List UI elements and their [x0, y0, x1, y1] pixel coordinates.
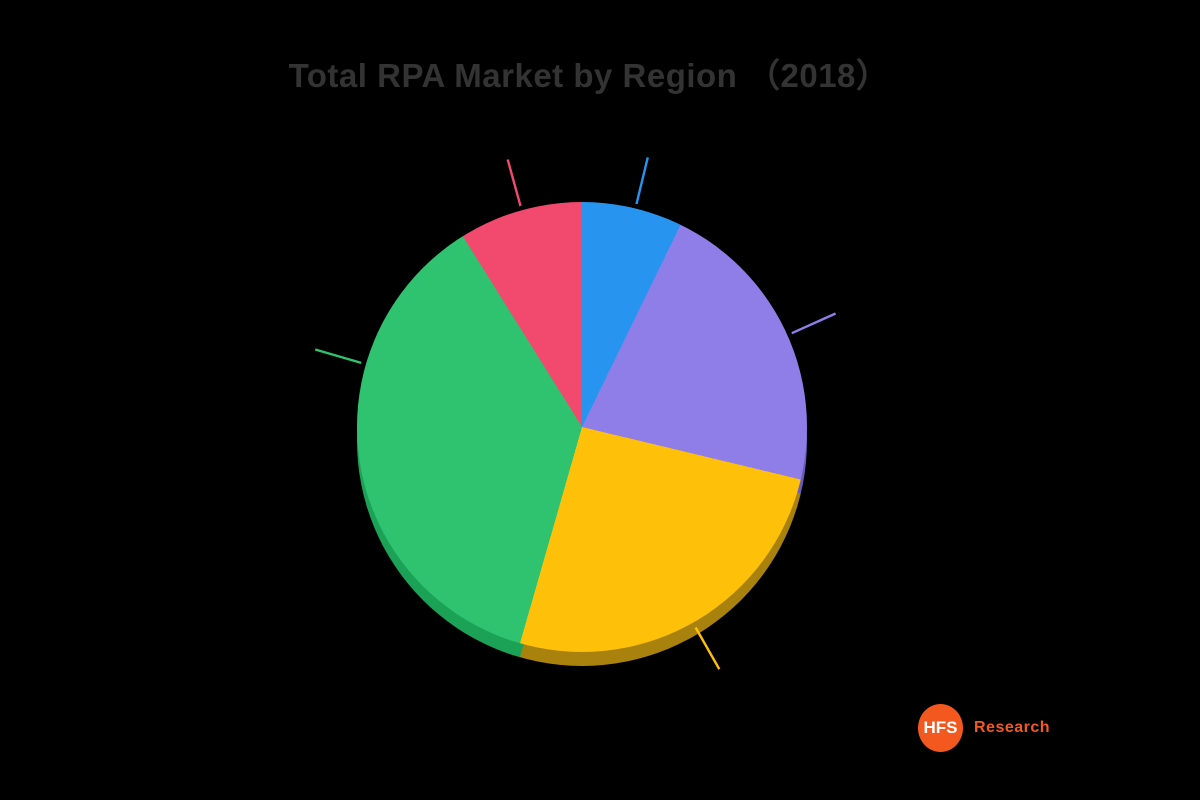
hfs-logo-name: Research [974, 719, 1051, 736]
leader-tick-slice-red [506, 159, 522, 207]
hfs-logo-circle-icon: HFS [918, 704, 963, 752]
leader-tick-slice-yellow [694, 626, 721, 670]
chart-title: Total RPA Market by Region （2018） [288, 57, 890, 94]
hfs-logo-abbr: HFS [923, 718, 958, 737]
leader-tick-slice-purple [791, 312, 837, 335]
hfs-research-logo: HFS Research [918, 704, 1050, 752]
leader-tick-slice-blue [635, 157, 649, 205]
leader-tick-slice-green [314, 348, 362, 365]
pie-chart [357, 202, 807, 652]
